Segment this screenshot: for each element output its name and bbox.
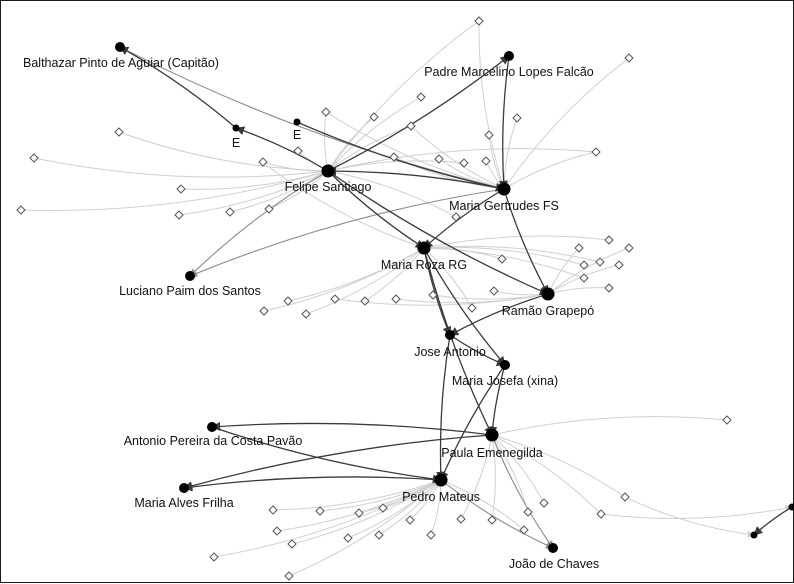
dark-edge bbox=[754, 507, 792, 535]
node-label-pedro: Pedro Mateus bbox=[402, 490, 480, 504]
diamond-node[interactable] bbox=[490, 287, 498, 295]
node-e2[interactable] bbox=[294, 119, 301, 126]
diamond-node[interactable] bbox=[175, 211, 183, 219]
node-label-josefa: Maria Josefa (xina) bbox=[452, 374, 558, 388]
dark-edge bbox=[424, 248, 492, 435]
diamond-node[interactable] bbox=[361, 297, 369, 305]
diamond-node[interactable] bbox=[285, 572, 293, 580]
diamond-node[interactable] bbox=[417, 93, 425, 101]
diamond-node[interactable] bbox=[625, 54, 633, 62]
diamond-node[interactable] bbox=[302, 310, 310, 318]
node-label-felipe: Felipe Santiago bbox=[285, 180, 372, 194]
diamond-node[interactable] bbox=[605, 284, 613, 292]
node-label-ramao: Ramão Grapepó bbox=[502, 304, 594, 318]
light-edge bbox=[504, 118, 517, 189]
node-label-roza: Maria Roza RG bbox=[381, 258, 467, 272]
node-padre[interactable] bbox=[504, 51, 514, 61]
diamond-node[interactable] bbox=[513, 114, 521, 122]
diamond-node[interactable] bbox=[468, 304, 476, 312]
diamond-node[interactable] bbox=[17, 206, 25, 214]
diamond-node[interactable] bbox=[375, 531, 383, 539]
diamond-node[interactable] bbox=[475, 17, 483, 25]
node-label-gertrudes: Maria Gertrudes FS bbox=[449, 199, 559, 213]
diamond-node[interactable] bbox=[605, 236, 613, 244]
light-edge bbox=[328, 149, 596, 171]
diamond-node[interactable] bbox=[30, 154, 38, 162]
node-label-antonio: Antonio Pereira da Costa Pavão bbox=[124, 434, 303, 448]
diamond-node[interactable] bbox=[316, 507, 324, 515]
diamond-node[interactable] bbox=[331, 295, 339, 303]
diamond-node[interactable] bbox=[115, 128, 123, 136]
node-label-joao: João de Chaves bbox=[509, 557, 599, 571]
diamond-node[interactable] bbox=[723, 416, 731, 424]
diamond-node[interactable] bbox=[210, 553, 218, 561]
diamond-node[interactable] bbox=[177, 185, 185, 193]
node-e1[interactable] bbox=[233, 125, 240, 132]
node-pedro[interactable] bbox=[435, 474, 448, 487]
diamond-node[interactable] bbox=[615, 261, 623, 269]
dark-edge bbox=[297, 122, 504, 189]
node-alves[interactable] bbox=[179, 483, 189, 493]
node-label-luciano: Luciano Paim dos Santos bbox=[119, 284, 261, 298]
node-joao[interactable] bbox=[548, 543, 558, 553]
diamond-node[interactable] bbox=[226, 208, 234, 216]
diamond-node[interactable] bbox=[482, 157, 490, 165]
node-label-paula: Paula Emenegilda bbox=[441, 446, 543, 460]
node-ramao[interactable] bbox=[542, 288, 555, 301]
node-r1[interactable] bbox=[789, 504, 794, 511]
diamond-node[interactable] bbox=[457, 515, 465, 523]
dark-edge bbox=[184, 477, 441, 488]
diamond-node[interactable] bbox=[392, 295, 400, 303]
light-edge bbox=[601, 507, 792, 519]
diamond-node[interactable] bbox=[625, 244, 633, 252]
light-edge bbox=[288, 248, 424, 301]
diamond-node[interactable] bbox=[621, 493, 629, 501]
light-edge bbox=[494, 291, 548, 295]
node-balthazar[interactable] bbox=[115, 42, 125, 52]
node-paula[interactable] bbox=[486, 429, 499, 442]
diamond-node[interactable] bbox=[427, 531, 435, 539]
node-label-alves: Maria Alves Frilha bbox=[134, 496, 233, 510]
node-label-e1: E bbox=[232, 136, 240, 150]
light-edge bbox=[325, 112, 328, 171]
node-antonio[interactable] bbox=[207, 422, 217, 432]
node-label-padre: Padre Marcelino Lopes Falcão bbox=[424, 65, 594, 79]
light-edge bbox=[328, 97, 421, 171]
node-gertrudes[interactable] bbox=[498, 183, 511, 196]
node-label-balthazar: Balthazar Pinto de Aguiar (Capitão) bbox=[23, 56, 219, 70]
light-edge bbox=[441, 480, 524, 530]
diamond-node[interactable] bbox=[288, 540, 296, 548]
node-felipe[interactable] bbox=[322, 165, 335, 178]
light-edge bbox=[492, 435, 625, 497]
diamond-node[interactable] bbox=[269, 506, 277, 514]
diamond-node[interactable] bbox=[592, 148, 600, 156]
node-josefa[interactable] bbox=[500, 360, 510, 370]
diamond-node[interactable] bbox=[273, 527, 281, 535]
diamond-node[interactable] bbox=[344, 534, 352, 542]
light-edge bbox=[492, 417, 727, 435]
node-roza[interactable] bbox=[418, 242, 431, 255]
light-edge bbox=[326, 112, 504, 189]
diamond-node[interactable] bbox=[260, 307, 268, 315]
diamond-node[interactable] bbox=[322, 108, 330, 116]
node-jose[interactable] bbox=[445, 330, 455, 340]
node-label-jose: Jose Antonio bbox=[414, 345, 486, 359]
diamond-node[interactable] bbox=[485, 131, 493, 139]
node-label-e2: E bbox=[293, 128, 301, 142]
node-r2[interactable] bbox=[751, 532, 758, 539]
diamond-node[interactable] bbox=[540, 499, 548, 507]
light-edge bbox=[479, 21, 504, 189]
node-luciano[interactable] bbox=[185, 271, 195, 281]
diamond-node[interactable] bbox=[284, 297, 292, 305]
